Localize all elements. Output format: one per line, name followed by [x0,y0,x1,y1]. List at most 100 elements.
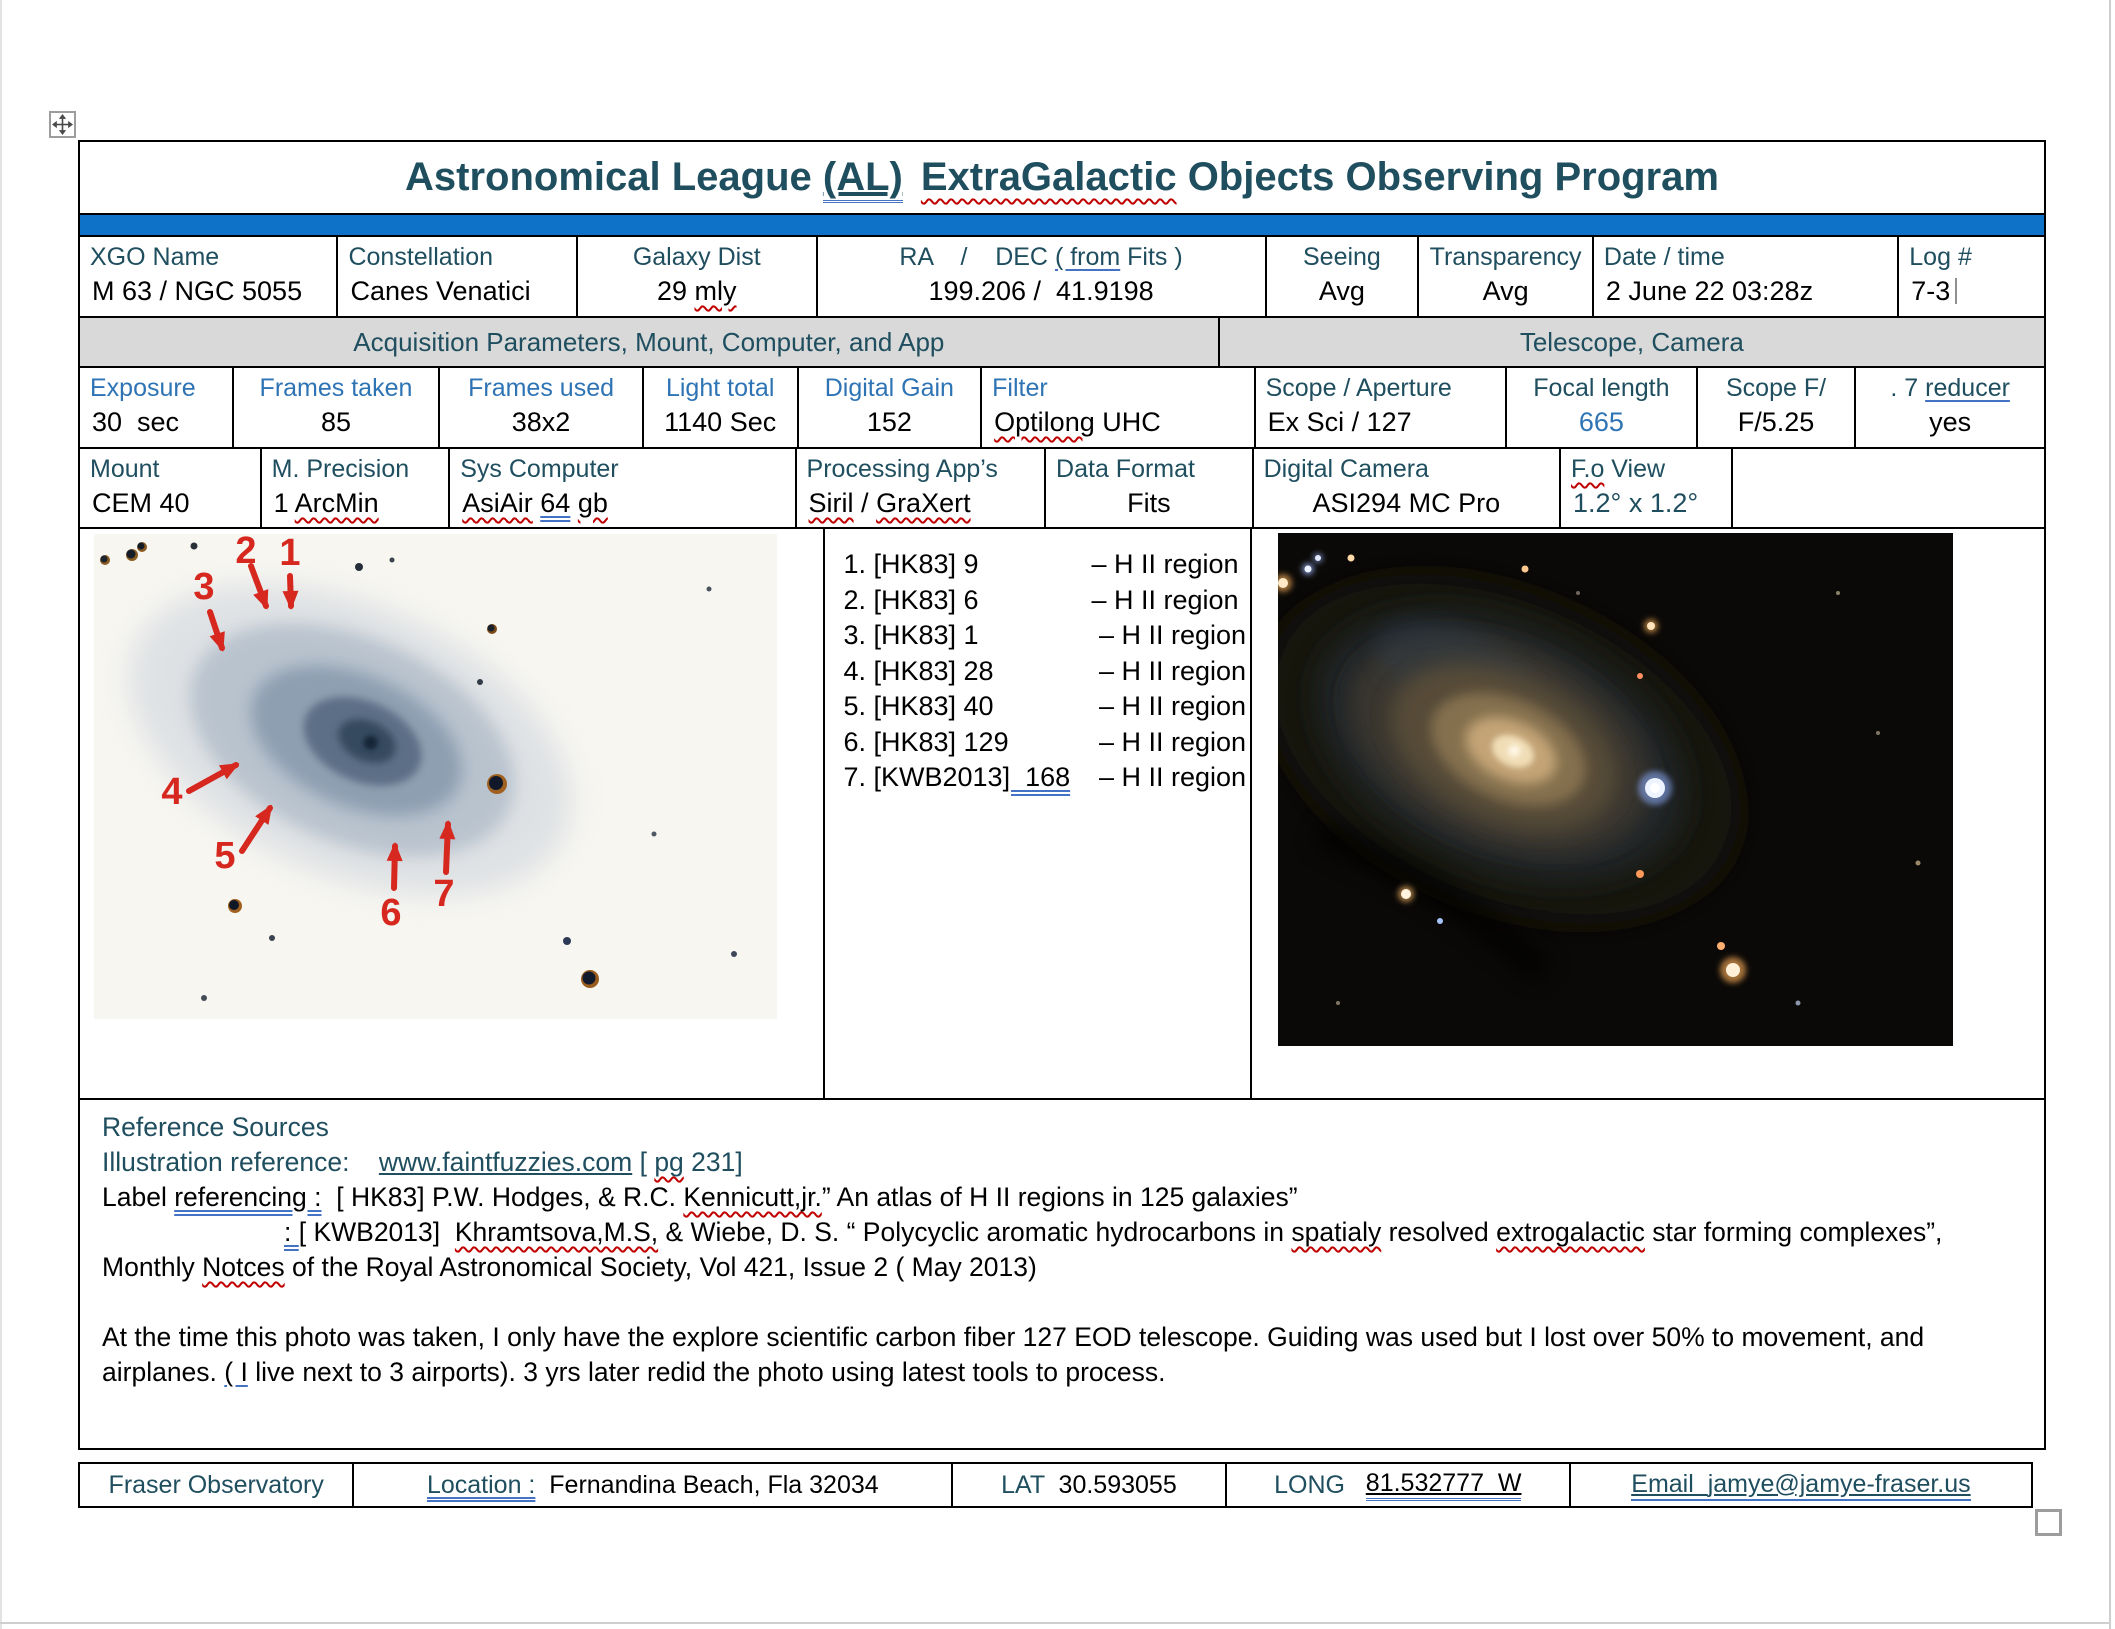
field-sys-computer: Sys Computer AsiAir 64 gb [450,449,797,527]
footer-table: Fraser Observatory Location : Fernandina… [78,1462,2033,1508]
acquisition-row: Exposure 30 sec Frames taken 85 Frames u… [80,368,2044,449]
field-value: ASI294 MC Pro [1312,488,1501,518]
field-digital-camera: Digital Camera ASI294 MC Pro [1254,449,1561,527]
list-item: 1. [HK83] 9– H II region [843,549,1239,579]
field-label: Log # [1909,243,1972,271]
field-value: 29 mly [656,276,737,306]
field-value: Canes Venatici [350,276,531,306]
field-label: RA / DEC ( from Fits ) [899,243,1183,271]
lat-label: LAT [1001,1470,1059,1499]
location-value: Fernandina Beach, Fla 32034 [535,1470,879,1499]
label-referencing-line: Label referencing : [ HK83] P.W. Hodges,… [102,1182,1298,1212]
list-item: 4. [HK83] 28 – H II region [843,655,1247,686]
color-image-cell [1252,529,2044,1098]
annotated-image-cell: 1 2 3 4 5 6 7 [80,529,826,1098]
section-telescope: Telescope, Camera [1219,318,2044,366]
field-label: Transparency [1429,243,1582,271]
color-galaxy [1277,574,1740,984]
mount-row: Mount CEM 40 M. Precision 1 ArcMin Sys C… [80,449,2044,529]
arrow-number-labels: 1 2 3 4 5 6 7 [161,534,454,934]
field-label: Digital Camera [1263,455,1429,483]
empty-cell [1733,449,2044,527]
field-scope-aperture: Scope / Aperture Ex Sci / 127 [1256,368,1508,447]
field-label: Digital Gain [824,374,954,402]
field-label: Processing App’s [806,455,998,483]
list-item: 6. [HK83] 129 – H II region [843,726,1247,757]
field-scope-f: Scope F/ F/5.25 [1698,368,1857,447]
divider-bar [80,215,2044,237]
spacer [102,1390,2022,1460]
hii-region-arrows [186,563,456,891]
field-value: 2 June 22 03:28z [1605,276,1814,306]
table-resize-handle[interactable] [2035,1509,2062,1536]
star-field [100,542,737,1001]
section-title: Telescope, Camera [1219,318,2044,366]
arrow-label: 1 [279,534,300,574]
reference-sources-section: Reference Sources Illustration reference… [80,1100,2044,1492]
field-label: Sys Computer [460,455,619,483]
field-label: Frames taken [259,374,413,402]
field-value: F/5.25 [1737,407,1815,437]
field-log-number: Log # 7-3 [1899,237,2044,316]
inverted-galaxy-image[interactable]: 1 2 3 4 5 6 7 [94,534,777,1019]
field-filter: Filter Optilong UHC [982,368,1256,447]
field-value: CEM 40 [92,488,190,518]
field-label: . 7 reducer [1890,374,2010,402]
longitude-cell: LONG 81.532777 W [1227,1464,1571,1506]
list-item: 7. [KWB2013] 168 – H II region [843,762,1247,792]
four-way-arrow-icon [52,114,73,135]
field-digital-gain: Digital Gain 152 [799,368,983,447]
list-item: 5. [HK83] 40 – H II region [843,691,1247,721]
long-label: LONG [1274,1470,1366,1499]
title-al: (AL) [822,155,903,203]
faintfuzzies-link[interactable]: www.faintfuzzies.com [378,1147,633,1177]
field-value: Optilong UHC [994,407,1161,437]
star-field [1277,553,1921,1006]
title-extragalactic: ExtraGalactic [920,155,1177,199]
location-label: Location : [426,1470,536,1499]
email-cell: Email jamye@jamye-fraser.us [1571,1464,2031,1506]
field-value: 85 [320,407,351,437]
inverted-galaxy [128,583,572,897]
field-label: M. Precision [271,455,410,483]
field-label: F.o View [1571,455,1666,483]
arrow-label: 5 [214,835,235,877]
arrow-label: 2 [235,534,256,572]
field-value: 1140 Sec [664,407,777,437]
kwb-reference-line: : [ KWB2013] Khramtsova,M.S, & Wiebe, D.… [102,1217,1950,1282]
observation-form-table: Astronomical League (AL) ExtraGalactic Ob… [78,140,2046,1492]
arrow-label: 7 [433,873,454,915]
arrow-label: 3 [193,566,214,608]
field-value: Siril / GraXert [808,488,971,518]
location-cell: Location : Fernandina Beach, Fla 32034 [354,1464,954,1506]
field-field-of-view: F.o View 1.2° x 1.2° [1561,449,1733,527]
section-title: Acquisition Parameters, Mount, Computer,… [80,318,1218,366]
field-label: Galaxy Dist [632,243,761,271]
field-label: Seeing [1302,243,1381,271]
arrow-label: 4 [161,771,182,813]
page-edge-bottom [0,1622,2111,1624]
color-galaxy-image[interactable] [1277,533,1953,1046]
reference-heading: Reference Sources [102,1112,329,1142]
long-value: 81.532777 W [1365,1469,1522,1501]
hii-region-list: 1. [HK83] 9– H II region 2. [HK83] 6– H … [825,529,1252,1098]
field-value: Avg [1318,276,1365,306]
list-item: 3. [HK83] 1 – H II region [843,620,1247,650]
field-label: XGO Name [90,243,220,271]
field-transparency: Transparency Avg [1419,237,1594,316]
list-item: 2. [HK83] 6– H II region [843,584,1239,615]
text-caret [1955,278,1958,304]
field-value: 665 [1578,407,1624,437]
table-move-handle[interactable] [49,111,76,138]
object-info-row: XGO Name M 63 / NGC 5055 Constellation C… [80,237,2044,318]
field-label: Date / time [1603,243,1725,271]
illustration-reference-line: Illustration reference: www.faintfuzzies… [102,1147,743,1177]
field-label: Data Format [1056,455,1195,483]
lat-value: 30.593055 [1058,1470,1177,1499]
email-link[interactable]: Email jamye@jamye-fraser.us [1631,1470,1971,1501]
images-row: 1 2 3 4 5 6 7 1. [HK83] 9– H II region 2… [80,529,2044,1100]
field-constellation: Constellation Canes Venatici [338,237,578,316]
field-value: 152 [866,407,912,437]
section-header-row: Acquisition Parameters, Mount, Computer,… [80,318,2044,368]
